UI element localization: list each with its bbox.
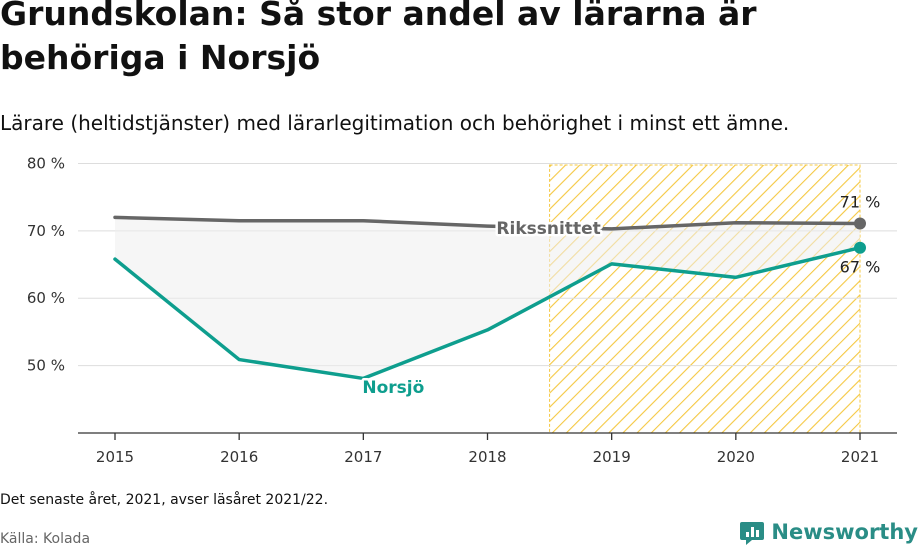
highlight-period	[549, 164, 861, 434]
footnote: Det senaste året, 2021, avser läsåret 20…	[0, 492, 329, 508]
chart-title: Grundskolan: Så stor andel av lärarna är…	[0, 0, 900, 80]
series-line-rikssnittet	[113, 215, 862, 231]
series-label-norsjo: Norsjö	[362, 378, 424, 398]
x-tick-label: 2016	[220, 448, 258, 466]
y-tick-label: 50 %	[27, 357, 65, 375]
end-value-label: 67 %	[840, 258, 881, 277]
end-value-label: 71 %	[840, 192, 881, 211]
series-label-rikssnittet: Rikssnittet	[496, 219, 600, 239]
y-tick-label: 80 %	[27, 154, 65, 172]
x-tick-label: 2020	[717, 448, 755, 466]
brand-name: Newsworthy	[771, 520, 918, 544]
y-tick-label: 70 %	[27, 222, 65, 240]
gap-fill-area	[115, 217, 860, 379]
x-tick-label: 2017	[344, 448, 382, 466]
chart-title-line-2: behöriga i Norsjö	[0, 38, 321, 77]
x-tick-label: 2021	[841, 448, 879, 466]
chart-title-line-1: Grundskolan: Så stor andel av lärarna är	[0, 0, 757, 33]
y-tick-label: 60 %	[27, 289, 65, 307]
end-point-marker	[854, 241, 866, 254]
end-point-marker	[854, 217, 866, 230]
series-line-norsjo	[113, 245, 862, 381]
x-tick-label: 2018	[468, 448, 506, 466]
line-chart: 50 % 60 % 70 % 80 % 2015 2016 2017 2018 2019 2020…	[27, 154, 897, 466]
x-tick-label: 2015	[96, 448, 134, 466]
chart-subtitle: Lärare (heltidstjänster) med lärarlegiti…	[0, 111, 790, 135]
x-tick-label: 2019	[593, 448, 631, 466]
source-note: Källa: Kolada	[0, 531, 91, 547]
newsworthy-logo-icon	[740, 522, 765, 545]
brand-logo: Newsworthy	[739, 519, 918, 545]
